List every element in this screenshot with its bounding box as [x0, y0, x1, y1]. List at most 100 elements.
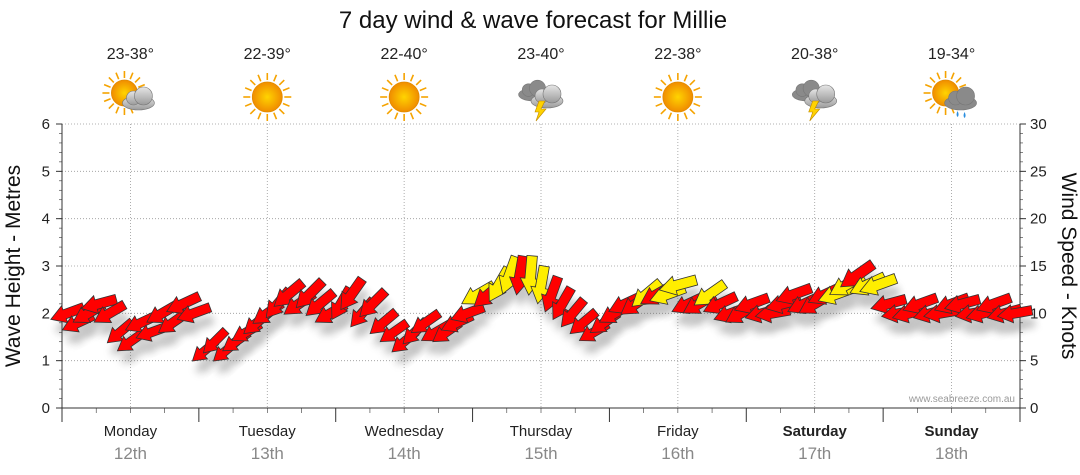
sun-ray [249, 108, 256, 115]
y-axis-left-label: Wave Height - Metres [2, 165, 25, 367]
sun-ray [134, 76, 141, 83]
sun-ray [273, 112, 278, 120]
wind-arrow [733, 292, 771, 315]
date-label: 14th [388, 444, 421, 463]
sun-ray [667, 112, 673, 120]
wind-arrow [702, 291, 739, 314]
sun-ray [244, 102, 252, 107]
wind-arrow [859, 273, 899, 296]
rain-drop [963, 112, 966, 118]
chart-title: 7 day wind & wave forecast for Millie [339, 7, 727, 34]
sun-ray [409, 112, 415, 120]
sun-ray [924, 98, 933, 103]
wind-arrow [106, 317, 136, 344]
temperature-label: 22-39° [244, 46, 291, 63]
sun-ray [959, 83, 967, 88]
day-label: Friday [657, 423, 699, 440]
temperature-label: 19-34° [928, 46, 975, 63]
temperature-label: 23-38° [107, 46, 154, 63]
sun-ray [693, 102, 701, 107]
sun-disc [388, 81, 420, 113]
arrow-shadow [362, 299, 392, 329]
sun-ray [244, 87, 252, 92]
sun-ray [660, 79, 667, 86]
date-label: 15th [524, 444, 557, 463]
sunny-icon [653, 73, 702, 121]
arrow-shadow [862, 285, 901, 308]
wind-arrow [305, 287, 338, 316]
sun-ray [936, 106, 941, 114]
y-tick-label-left: 4 [42, 211, 50, 228]
sun-ray [137, 83, 146, 88]
y-tick-label-right: 5 [1030, 353, 1038, 370]
partly-cloudy-shower-icon [923, 71, 977, 118]
wind-arrow [870, 293, 908, 315]
date-label: 16th [661, 444, 694, 463]
sun-ray [415, 108, 422, 115]
lightning-bolt [808, 100, 821, 122]
arrow-shadow [343, 288, 370, 322]
y-tick-label-right: 0 [1030, 400, 1038, 417]
weather-icon-row [102, 71, 977, 122]
temperature-label: 22-40° [380, 46, 427, 63]
date-label: 13th [251, 444, 284, 463]
sun-ray [103, 98, 111, 103]
wind-arrow [369, 307, 400, 335]
cloud-part [956, 86, 975, 106]
arrow-shadow [453, 314, 489, 335]
thunderstorm-icon [792, 79, 838, 122]
wind-arrows [50, 254, 1034, 362]
sun-ray [386, 108, 393, 115]
sun-ray [924, 83, 933, 88]
wind-arrow [93, 299, 128, 323]
day-label: Wednesday [365, 423, 444, 440]
sun-ray [278, 108, 285, 115]
sun-ray [415, 79, 422, 86]
arrow-shadow [97, 312, 130, 335]
cloud-part [542, 84, 562, 104]
sun-ray [693, 87, 701, 92]
cloud-part [134, 86, 153, 106]
sun-disc [662, 81, 694, 113]
y-tick-label-left: 3 [42, 258, 50, 275]
wind-arrow [50, 302, 86, 324]
wind-arrow [541, 274, 564, 313]
sun-ray [689, 79, 696, 86]
sun-ray [249, 79, 256, 86]
date-label: 18th [935, 444, 968, 463]
sun-ray [115, 106, 120, 114]
partly-cloudy-icon [102, 71, 155, 115]
credit-text: www.seabreeze.com.au [908, 394, 1015, 405]
sun-ray [683, 112, 688, 120]
wind-arrow [902, 292, 940, 315]
cloud-part [816, 84, 836, 104]
sun-ray [929, 76, 936, 83]
sun-ray [394, 74, 399, 82]
wind-arrow [996, 304, 1034, 324]
wind-arrow [658, 274, 699, 296]
sun-ray [936, 72, 941, 80]
sunny-icon [243, 73, 292, 121]
sun-ray [955, 76, 962, 83]
sun-ray [667, 74, 673, 82]
grid-lines [62, 123, 1020, 408]
wind-arrow [80, 293, 119, 315]
sun-ray [950, 72, 955, 80]
wind-arrow [359, 287, 390, 318]
sunny-icon [380, 73, 429, 121]
thunderstorm-icon [518, 79, 564, 122]
sun-ray [655, 87, 663, 92]
wind-arrow [410, 308, 443, 333]
sun-ray [381, 102, 389, 107]
date-label: 12th [114, 444, 147, 463]
sun-ray [419, 87, 427, 92]
day-label: Thursday [510, 423, 573, 440]
y-tick-label-right: 25 [1030, 163, 1047, 180]
rain-drop [956, 111, 959, 117]
date-label: 17th [798, 444, 831, 463]
wind-arrow [552, 285, 576, 321]
wind-arrow [943, 293, 982, 315]
y-tick-label-left: 2 [42, 305, 50, 322]
